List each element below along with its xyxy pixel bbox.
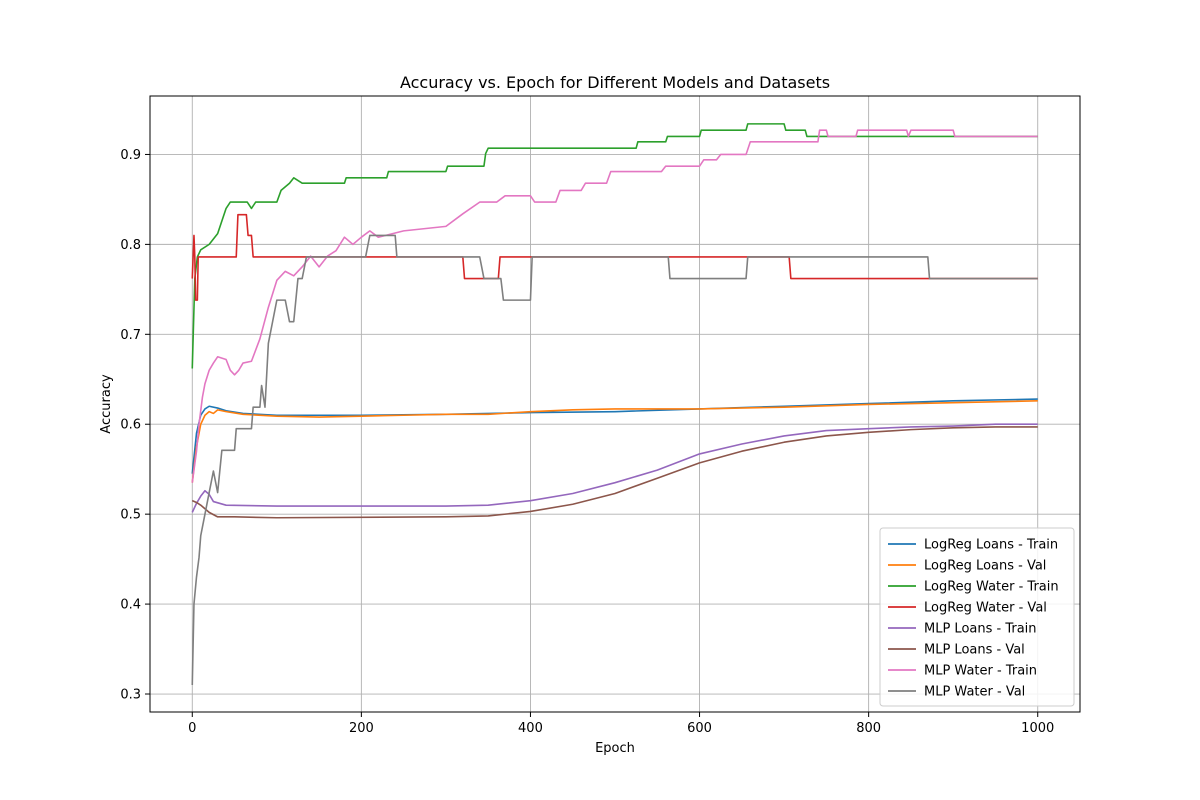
y-axis-label: Accuracy <box>99 374 114 434</box>
legend-label-5: MLP Loans - Train <box>924 622 1037 637</box>
x-axis-label: Epoch <box>595 741 635 756</box>
chart-title: Accuracy vs. Epoch for Different Models … <box>400 73 830 92</box>
series-line-7 <box>191 129 1038 483</box>
x-tick-label: 0 <box>188 721 196 736</box>
y-tick-label: 0.4 <box>120 598 141 613</box>
legend-label-8: MLP Water - Val <box>924 685 1025 700</box>
legend-label-2: LogReg Loans - Val <box>924 559 1046 574</box>
grid-lines <box>150 96 1080 712</box>
y-tick-label: 0.6 <box>120 418 141 433</box>
legend-label-3: LogReg Water - Train <box>924 580 1059 595</box>
series-line-1 <box>191 398 1038 474</box>
x-tick-label: 200 <box>349 721 374 736</box>
series-line-6 <box>191 426 1038 519</box>
x-tick-label: 400 <box>518 721 543 736</box>
x-tick-label: 600 <box>687 721 712 736</box>
plot-frame <box>149 95 1081 713</box>
legend-label-1: LogReg Loans - Train <box>924 538 1058 553</box>
series-line-8 <box>191 234 1038 686</box>
y-tick-label: 0.9 <box>120 148 141 163</box>
axis-ticks: 0 200 400 600 800 1000 0.3 0.4 0.5 0.6 0.7 0.8 0.9 <box>120 148 1054 736</box>
series-line-2 <box>191 400 1038 483</box>
series-line-4 <box>191 213 1038 301</box>
y-tick-label: 0.5 <box>120 508 141 523</box>
series-line-5 <box>191 423 1038 513</box>
legend-label-6: MLP Loans - Val <box>924 643 1025 658</box>
series-lines <box>191 123 1038 686</box>
x-tick-label: 800 <box>856 721 881 736</box>
y-tick-label: 0.8 <box>120 238 141 253</box>
x-tick-label: 1000 <box>1021 721 1054 736</box>
y-tick-label: 0.7 <box>120 328 141 343</box>
y-tick-label: 0.3 <box>120 688 141 703</box>
legend-label-4: LogReg Water - Val <box>924 601 1047 616</box>
legend-label-7: MLP Water - Train <box>924 664 1037 679</box>
legend: LogReg Loans - Train LogReg Loans - Val Lo… <box>879 527 1075 707</box>
legend-box <box>879 527 1075 707</box>
series-line-3 <box>191 123 1038 369</box>
